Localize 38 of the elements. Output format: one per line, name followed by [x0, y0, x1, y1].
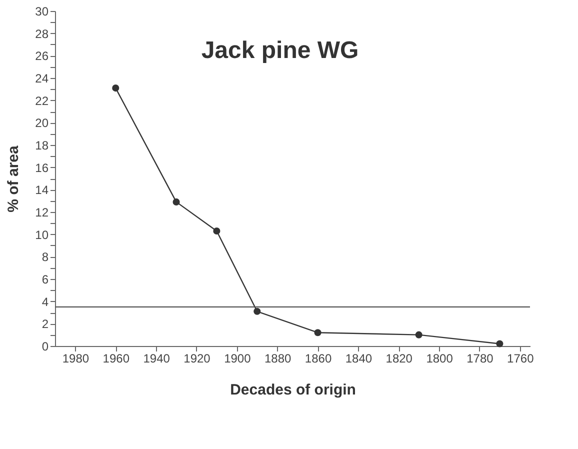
- point: [415, 331, 422, 338]
- y-tick-label: 14: [35, 183, 49, 198]
- x-tick-label: 1860: [304, 352, 332, 366]
- y-tick-label: 28: [35, 26, 49, 41]
- text: Jack pine WG: [201, 37, 359, 64]
- x-tick-label: 1880: [264, 352, 292, 366]
- y-axis-title: % of area: [5, 145, 22, 212]
- point: [112, 84, 120, 92]
- y-tick-label: 12: [35, 206, 49, 220]
- x-tick-label: 1900: [224, 352, 252, 366]
- y-tick-label: 8: [42, 250, 49, 264]
- y-tick-label: 10: [35, 228, 49, 242]
- y-tick-label: 30: [35, 4, 49, 18]
- point: [314, 329, 322, 336]
- y-tick-label: 22: [35, 94, 49, 108]
- x-tick-label: 1760: [507, 352, 534, 366]
- y-tick-label: 18: [35, 138, 49, 152]
- x-tick-label: 1920: [184, 352, 211, 366]
- point: [496, 340, 504, 348]
- y-tick-label: 20: [35, 116, 49, 130]
- y-tick-label: 16: [35, 160, 49, 175]
- x-axis-title: Decades of origin: [230, 382, 356, 398]
- y-tick-label: 24: [35, 72, 49, 86]
- x-tick-label: 1960: [102, 352, 130, 366]
- x-tick-label: 1940: [143, 352, 170, 366]
- y-tick-label: 4: [42, 294, 49, 309]
- x-tick-label: 1800: [426, 352, 454, 366]
- x-tick-label: 1780: [466, 352, 494, 366]
- y-tick-label: 0: [42, 340, 49, 354]
- point: [254, 308, 261, 315]
- point: [213, 227, 220, 235]
- y-tick-label: 26: [35, 49, 49, 64]
- y-tick-label: 6: [42, 272, 49, 286]
- x-tick-label: 1820: [386, 352, 413, 366]
- x-tick-label: 1980: [62, 352, 90, 366]
- y-tick-label: 2: [42, 317, 49, 332]
- point: [172, 198, 180, 206]
- x-tick-label: 1840: [345, 352, 372, 366]
